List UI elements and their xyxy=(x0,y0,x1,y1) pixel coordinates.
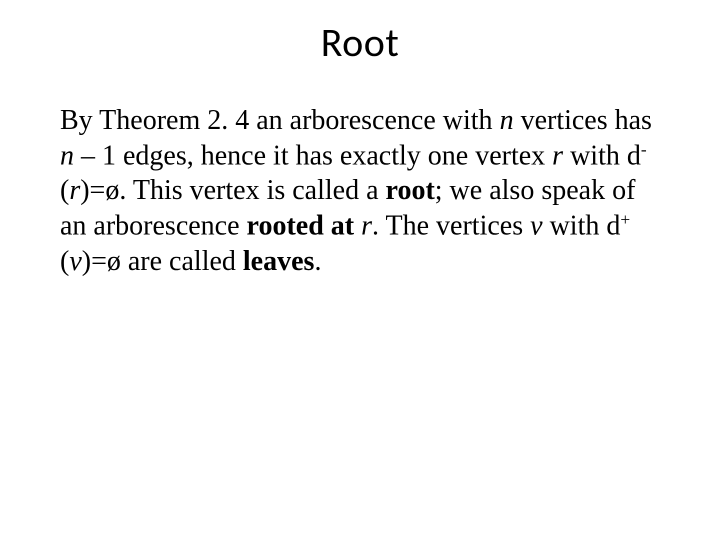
var-v: v xyxy=(530,211,542,242)
superscript-minus: - xyxy=(641,140,647,159)
superscript-plus: + xyxy=(620,210,630,229)
var-n: n xyxy=(500,105,514,136)
body-text: . The vertices xyxy=(372,211,530,242)
term-leaves: leaves xyxy=(243,246,315,277)
var-r: r xyxy=(361,211,372,242)
var-r: r xyxy=(69,175,80,206)
body-text: ( xyxy=(60,175,69,206)
body-text: )=ø are called xyxy=(82,246,243,277)
var-n: n xyxy=(60,140,74,171)
body-text: with d xyxy=(543,211,621,242)
term-root: root xyxy=(386,175,435,206)
slide-title: Root xyxy=(60,18,660,67)
body-text: vertices has xyxy=(514,105,652,136)
body-text: . xyxy=(314,246,321,277)
var-v: v xyxy=(69,246,81,277)
body-text: with d xyxy=(563,140,641,171)
body-text: ( xyxy=(60,246,69,277)
slide: Root By Theorem 2. 4 an arborescence wit… xyxy=(0,0,720,540)
body-text: )=ø. This vertex is called a xyxy=(80,175,385,206)
body-text: By Theorem 2. 4 an arborescence with xyxy=(60,105,500,136)
var-r: r xyxy=(552,140,563,171)
body-text: – 1 edges, hence it has exactly one vert… xyxy=(74,140,552,171)
slide-body: By Theorem 2. 4 an arborescence with n v… xyxy=(60,103,660,279)
term-rooted-at: rooted at xyxy=(247,211,355,242)
